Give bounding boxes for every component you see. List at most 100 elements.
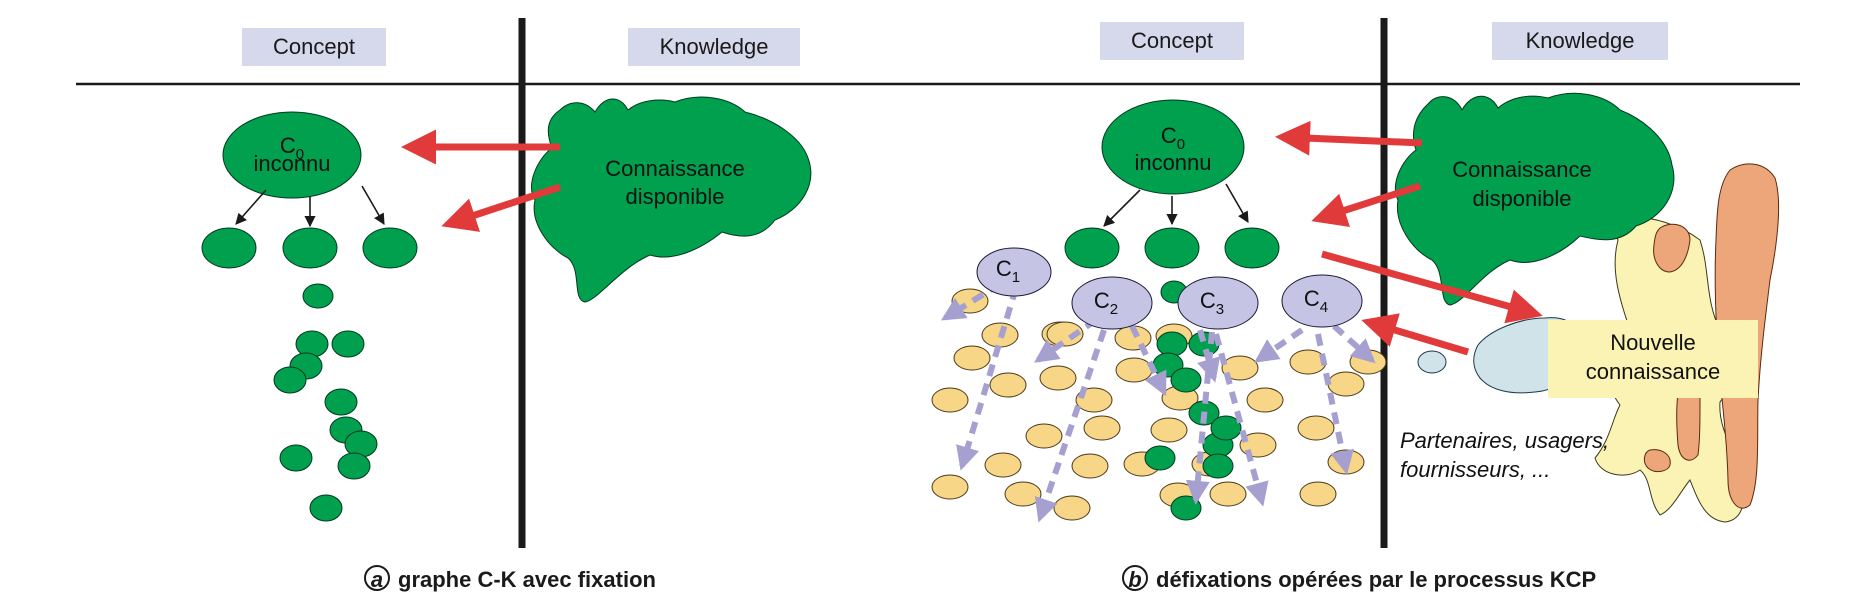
panel-a-child-arrow-3 [361, 185, 385, 225]
panel-a-knowledge-blob [531, 96, 812, 303]
panel-b-child-node [1144, 227, 1200, 269]
panel-b-red-arrow-2 [1311, 182, 1422, 228]
panel-b-child-node [1064, 227, 1120, 269]
panel-a-dot [309, 494, 343, 522]
panel-b-yellow-dot [1246, 387, 1284, 413]
panel-b-caption-letter: b [1122, 565, 1148, 592]
panel-b: Connaissance disponible C0 inconnu [931, 92, 1780, 523]
panel-b-dashed-arrow [1185, 331, 1215, 505]
panel-b-yellow-dot [1004, 481, 1042, 507]
panel-a-caption-text: graphe C-K avec fixation [398, 567, 656, 592]
panel-b-green-dot [1170, 367, 1202, 393]
panel-b-red-arrow-3 [1321, 250, 1543, 324]
panel-b-yellow-dot [1289, 349, 1327, 375]
panel-b-yellow-dot [1297, 415, 1335, 441]
panel-b-new-knowledge-label-2: connaissance [1586, 359, 1721, 384]
panel-b-partner-blue-dot [1417, 350, 1447, 374]
panel-b-red-arrow-1 [1275, 120, 1423, 156]
panel-b-yellow-dot [1221, 355, 1259, 381]
panel-a: Connaissance disponible C0 inconnu [201, 96, 812, 522]
panel-b-partners-label-2: fournisseurs, ... [1400, 457, 1550, 482]
panel-a-child-arrow-1 [235, 189, 267, 225]
panel-a-dot [331, 330, 365, 358]
panel-b-partner-salmon-shape-2 [1653, 223, 1691, 273]
panel-a-child-node [362, 227, 418, 269]
panel-b-child-arrow-3 [1225, 183, 1249, 223]
panel-a-caption: a graphe C-K avec fixation [364, 565, 656, 593]
panel-a-knowledge-header: Knowledge [628, 28, 800, 66]
panel-b-c2-node [1071, 276, 1153, 330]
panel-a-dot [273, 366, 307, 394]
panel-b-yellow-dot [931, 387, 969, 413]
panel-b-child-node [1224, 227, 1280, 269]
panel-b-yellow-dot [1209, 481, 1247, 507]
panel-b-caption: b défixations opérées par le processus KC… [1122, 565, 1596, 593]
panel-b-yellow-dot [1071, 453, 1109, 479]
panel-a-c0-inconnu: inconnu [253, 151, 330, 176]
panel-a-c0-node [222, 111, 362, 199]
panel-a-dot [279, 444, 313, 472]
panel-b-yellow-dot [989, 372, 1027, 398]
panel-b-red-arrow-4 [1361, 313, 1470, 356]
panel-b-c3-label: C3 [1200, 288, 1224, 318]
panel-b-c2-label: C2 [1094, 288, 1118, 318]
panel-b-child-arrow-1 [1103, 189, 1141, 227]
panel-b-green-dot [1144, 445, 1176, 471]
panel-a-dot [324, 388, 358, 416]
panel-b-c4-node [1281, 274, 1363, 328]
panel-b-new-knowledge-label-1: Nouvelle [1610, 330, 1696, 355]
panel-b-knowledge-blob [1394, 92, 1675, 306]
panel-b-dashed-arrow [956, 287, 1019, 471]
panel-b-yellow-dot [1327, 371, 1365, 397]
panel-b-dashed-arrow [1213, 333, 1269, 507]
panel-b-yellow-dot [953, 345, 991, 371]
panel-b-caption-text: défixations opérées par le processus KCP [1156, 567, 1597, 592]
panel-b-green-dot [1202, 453, 1234, 479]
panel-a-caption-letter: a [364, 565, 390, 592]
panel-a-dot [295, 330, 329, 358]
panel-b-dashed-arrow [1254, 327, 1304, 363]
panel-b-dashed-arrow [1315, 333, 1354, 475]
panel-b-dashed-arrow [1331, 323, 1376, 364]
panel-b-yellow-dot [931, 474, 969, 500]
panel-a-dot [302, 283, 334, 309]
panel-b-dashed-arrow [1034, 317, 1098, 363]
panel-b-knowledge-label-2: disponible [1472, 186, 1571, 211]
panel-a-red-arrow-2 [441, 183, 562, 232]
panel-b-c0-node [1101, 99, 1245, 195]
panel-b-c4-label: C4 [1304, 286, 1328, 316]
panel-b-yellow-dot [1053, 495, 1091, 521]
panel-b-defixation-arrows [940, 281, 1376, 523]
panel-b-partners-label-1: Partenaires, usagers, [1400, 428, 1609, 453]
panel-b-green-dot [1156, 331, 1188, 357]
panel-b-yellow-dot [1299, 481, 1337, 507]
panel-a-c0-label: C0 [280, 133, 304, 163]
panel-b-c1-node [976, 247, 1052, 297]
panel-a-fixed-concepts [273, 283, 378, 522]
panel-b-dashed-arrow [1034, 329, 1107, 523]
panel-b-knowledge-header: Knowledge [1492, 22, 1668, 60]
panel-b-concept-header: Concept [1100, 22, 1244, 60]
panel-a-child-node [282, 227, 338, 269]
panel-b-knowledge-label-1: Connaissance [1452, 157, 1591, 182]
panel-a-concept-header: Concept [242, 28, 386, 66]
panel-b-fixed-concepts [1144, 280, 1242, 521]
panel-b-partner-salmon-shape-4 [1643, 449, 1671, 473]
panel-b-yellow-dot [1039, 365, 1077, 391]
panel-b-c0-label: C0 [1161, 123, 1185, 153]
panel-b-dashed-arrow [1129, 324, 1167, 397]
panel-a-dot [337, 452, 371, 480]
panel-b-new-knowledge-box [1548, 320, 1758, 398]
panel-a-child-node [201, 227, 257, 269]
panel-b-c3-node [1177, 276, 1259, 330]
panel-b-c1-label: C1 [996, 256, 1020, 286]
panel-b-yellow-dot [1025, 423, 1063, 449]
panel-b-yellow-dot [1115, 357, 1153, 383]
panel-a-knowledge-label-2: disponible [625, 184, 724, 209]
panel-b-yellow-dot [984, 452, 1022, 478]
panel-a-knowledge-label-1: Connaissance [605, 156, 744, 181]
panel-b-yellow-dot [1150, 417, 1188, 443]
panel-b-green-dot [1210, 415, 1242, 441]
panel-b-concept-nodes: C1 C2 C3 C4 [976, 247, 1363, 330]
